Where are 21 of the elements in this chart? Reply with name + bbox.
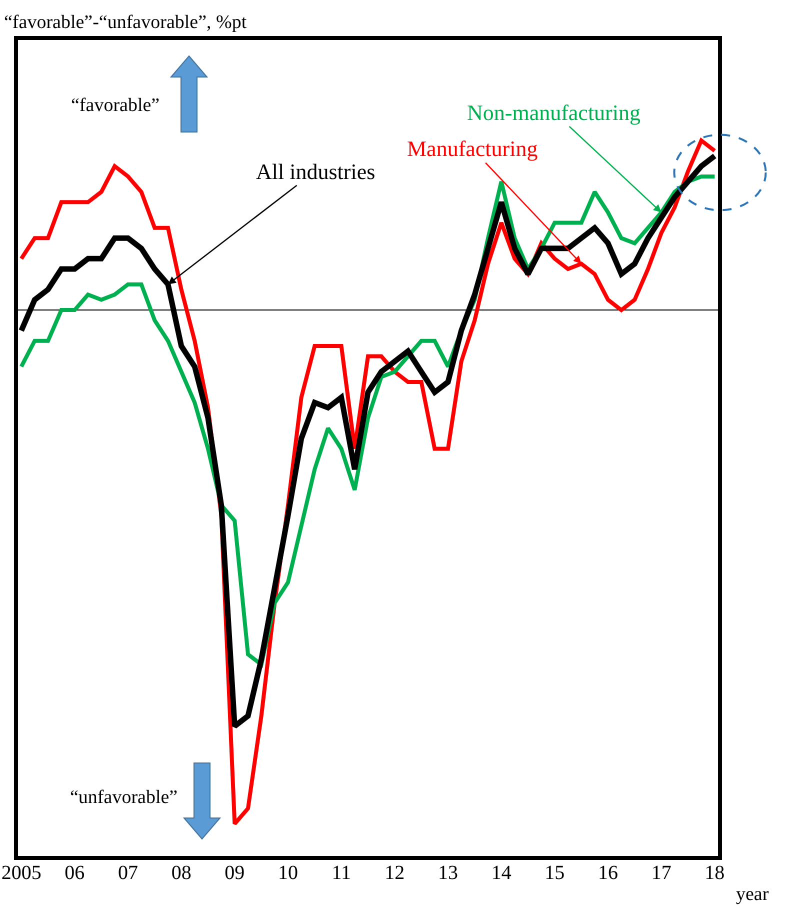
x-tick-label: 12	[384, 862, 405, 884]
x-tick-label: 07	[118, 862, 138, 884]
x-tick-label: 10	[278, 862, 298, 884]
x-tick-label: 2005	[1, 862, 42, 884]
x-tick-label: 11	[332, 862, 351, 884]
annotation: “unfavorable”	[70, 787, 178, 808]
text: Manufacturing	[407, 136, 538, 161]
x-tick-label: 16	[598, 862, 618, 884]
x-tick-label: 06	[64, 862, 85, 884]
x-tick-label: 17	[651, 862, 672, 884]
text: All industries	[256, 159, 376, 184]
text: Non-manufacturing	[467, 100, 640, 125]
x-tick-label: 18	[704, 862, 725, 884]
text: “favorable”-“unfavorable”, %pt	[4, 12, 248, 33]
x-tick-label: 08	[171, 862, 192, 884]
x-tick-label: 14	[491, 862, 512, 884]
x-tick-label: 15	[544, 862, 565, 884]
text: “favorable”	[71, 95, 160, 116]
x-axis-title: year	[736, 884, 770, 905]
x-tick-label: 09	[224, 862, 245, 884]
x-tick-label: 13	[438, 862, 458, 884]
